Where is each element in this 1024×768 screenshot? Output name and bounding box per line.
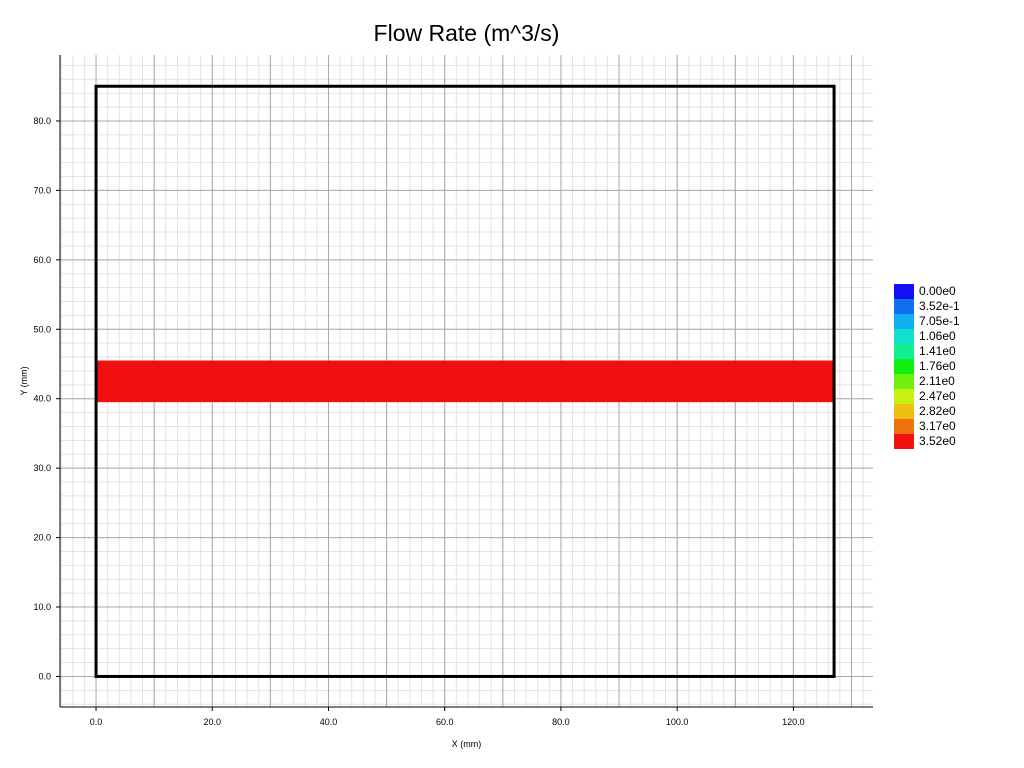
legend-label: 0.00e0 [919,284,956,298]
legend-swatch [894,419,914,434]
x-tick-label: 20.0 [203,717,221,727]
legend-item: 7.05e-1 [894,314,960,329]
x-tick-label: 80.0 [552,717,570,727]
legend-label: 2.82e0 [919,404,956,418]
x-tick-label: 0.0 [90,717,103,727]
legend-swatch [894,404,914,419]
legend-swatch [894,284,914,299]
legend-item: 2.11e0 [894,374,960,389]
legend-label: 1.41e0 [919,344,956,358]
legend-label: 3.52e0 [919,434,956,448]
legend-swatch [894,359,914,374]
y-tick-label: 60.0 [33,255,51,265]
y-axis-title: Y (mm) [19,366,29,395]
y-tick-label: 0.0 [38,671,51,681]
legend-label: 2.47e0 [919,389,956,403]
legend-label: 3.52e-1 [919,299,960,313]
legend-swatch [894,434,914,449]
legend-swatch [894,374,914,389]
y-tick-label: 80.0 [33,116,51,126]
legend-item: 3.52e-1 [894,299,960,314]
legend-item: 1.06e0 [894,329,960,344]
legend-label: 3.17e0 [919,419,956,433]
x-tick-label: 120.0 [782,717,805,727]
flow-rate-region [96,360,835,403]
chart-title: Flow Rate (m^3/s) [373,20,560,46]
x-axis-title: X (mm) [452,739,482,749]
legend-swatch [894,329,914,344]
x-tick-label: 40.0 [320,717,338,727]
boundary-outline [94,84,836,678]
legend-swatch [894,389,914,404]
y-tick-label: 50.0 [33,324,51,334]
legend-swatch [894,344,914,359]
x-tick-label: 100.0 [666,717,689,727]
y-tick-label: 30.0 [33,463,51,473]
legend-item: 3.17e0 [894,419,960,434]
legend-label: 1.06e0 [919,329,956,343]
x-tick-label: 60.0 [436,717,454,727]
legend-label: 7.05e-1 [919,314,960,328]
legend-item: 3.52e0 [894,434,960,449]
y-tick-label: 10.0 [33,602,51,612]
legend-swatch [894,314,914,329]
y-tick-label: 20.0 [33,533,51,543]
legend-swatch [894,299,914,314]
legend-item: 2.82e0 [894,404,960,419]
legend-item: 1.41e0 [894,344,960,359]
legend-item: 0.00e0 [894,284,960,299]
y-tick-label: 40.0 [33,394,51,404]
color-legend: 0.00e0 3.52e-1 7.05e-1 1.06e0 1.41e0 1.76e0 2.… [894,284,960,449]
legend-item: 1.76e0 [894,359,960,374]
legend-label: 2.11e0 [919,374,955,388]
y-tick-label: 70.0 [33,185,51,195]
legend-item: 2.47e0 [894,389,960,404]
legend-label: 1.76e0 [919,359,956,373]
